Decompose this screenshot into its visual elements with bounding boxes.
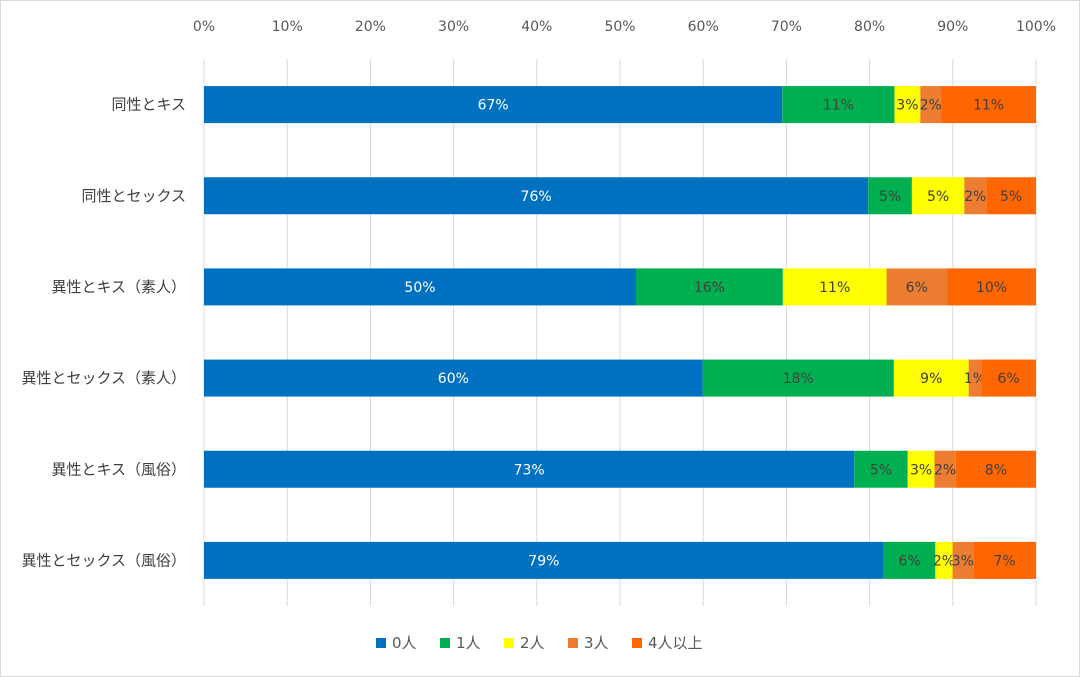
data-label: 16%: [694, 280, 725, 296]
category-label: 異性とキス（風俗）: [51, 460, 186, 478]
bar-segment: [204, 177, 869, 215]
data-label: 3%: [896, 98, 918, 114]
data-label: 7%: [993, 553, 1015, 569]
data-label: 1%: [964, 371, 986, 387]
x-tick-label: 0%: [193, 19, 215, 35]
legend-swatch: [504, 638, 514, 648]
data-label: 5%: [879, 189, 901, 205]
bar-segment: [204, 359, 703, 397]
x-tick-label: 10%: [272, 19, 303, 35]
bar-segment: [986, 177, 1036, 215]
x-tick-label: 40%: [521, 19, 552, 35]
legend-swatch: [376, 638, 386, 648]
bar-segment: [854, 450, 908, 488]
bar-segment: [204, 450, 855, 488]
bar-segment: [907, 450, 935, 488]
data-label: 10%: [976, 280, 1007, 296]
data-label: 2%: [920, 98, 942, 114]
bar-segment: [952, 541, 974, 579]
legend-label: 1人: [456, 634, 481, 652]
bar-segment: [955, 450, 1036, 488]
bar-segment: [886, 268, 948, 306]
data-label: 11%: [819, 280, 850, 296]
bar-segment: [204, 541, 884, 579]
bar-segment: [981, 359, 1036, 397]
data-label: 6%: [898, 553, 920, 569]
legend-swatch: [568, 638, 578, 648]
bar-segment: [941, 86, 1036, 124]
data-label: 5%: [1000, 189, 1022, 205]
bar-segment: [964, 177, 987, 215]
x-tick-label: 50%: [604, 19, 635, 35]
bar-segment: [935, 541, 953, 579]
category-label: 異性とキス（素人）: [51, 278, 186, 296]
data-label: 73%: [514, 462, 545, 478]
data-label: 8%: [985, 462, 1007, 478]
data-label: 6%: [906, 280, 928, 296]
x-tick-label: 90%: [937, 19, 968, 35]
x-tick-label: 60%: [688, 19, 719, 35]
bar-segment: [702, 359, 894, 397]
data-label: 11%: [973, 98, 1004, 114]
data-label: 60%: [438, 371, 469, 387]
data-label: 2%: [933, 553, 955, 569]
bar-segment: [868, 177, 912, 215]
data-label: 50%: [404, 280, 435, 296]
bar-segment: [204, 86, 783, 124]
legend-label: 0人: [392, 634, 417, 652]
bar-segment: [204, 268, 636, 306]
legend-label: 4人以上: [648, 634, 703, 652]
data-label: 6%: [997, 371, 1019, 387]
data-label: 9%: [920, 371, 942, 387]
bar-segment: [968, 359, 982, 397]
category-label: 同性とキス: [111, 96, 186, 114]
legend-swatch: [632, 638, 642, 648]
bar-segment: [947, 268, 1036, 306]
data-label: 18%: [783, 371, 814, 387]
bar-segment: [782, 86, 895, 124]
bar-segment: [635, 268, 783, 306]
category-label: 異性とセックス（素人）: [21, 369, 186, 387]
data-label: 2%: [934, 462, 956, 478]
category-label: 同性とセックス: [81, 187, 186, 205]
x-tick-label: 30%: [438, 19, 469, 35]
bar-segment: [883, 541, 936, 579]
data-label: 3%: [952, 553, 974, 569]
bar-segment: [920, 86, 942, 124]
bar-segment: [893, 359, 969, 397]
bar-segment: [973, 541, 1036, 579]
legend-label: 3人: [584, 634, 609, 652]
data-label: 5%: [927, 189, 949, 205]
bar-segment: [782, 268, 887, 306]
bar-segment: [911, 177, 965, 215]
legend-label: 2人: [520, 634, 545, 652]
data-label: 2%: [964, 189, 986, 205]
data-label: 3%: [910, 462, 932, 478]
category-label: 異性とセックス（風俗）: [21, 551, 186, 569]
data-label: 79%: [528, 553, 559, 569]
x-tick-label: 70%: [771, 19, 802, 35]
legend-swatch: [440, 638, 450, 648]
x-tick-label: 20%: [355, 19, 386, 35]
bar-segment: [894, 86, 921, 124]
data-label: 76%: [521, 189, 552, 205]
x-tick-label: 80%: [854, 19, 885, 35]
data-label: 5%: [870, 462, 892, 478]
data-label: 11%: [823, 98, 854, 114]
data-label: 67%: [478, 98, 509, 114]
x-tick-label: 100%: [1016, 19, 1056, 35]
bar-segment: [934, 450, 956, 488]
